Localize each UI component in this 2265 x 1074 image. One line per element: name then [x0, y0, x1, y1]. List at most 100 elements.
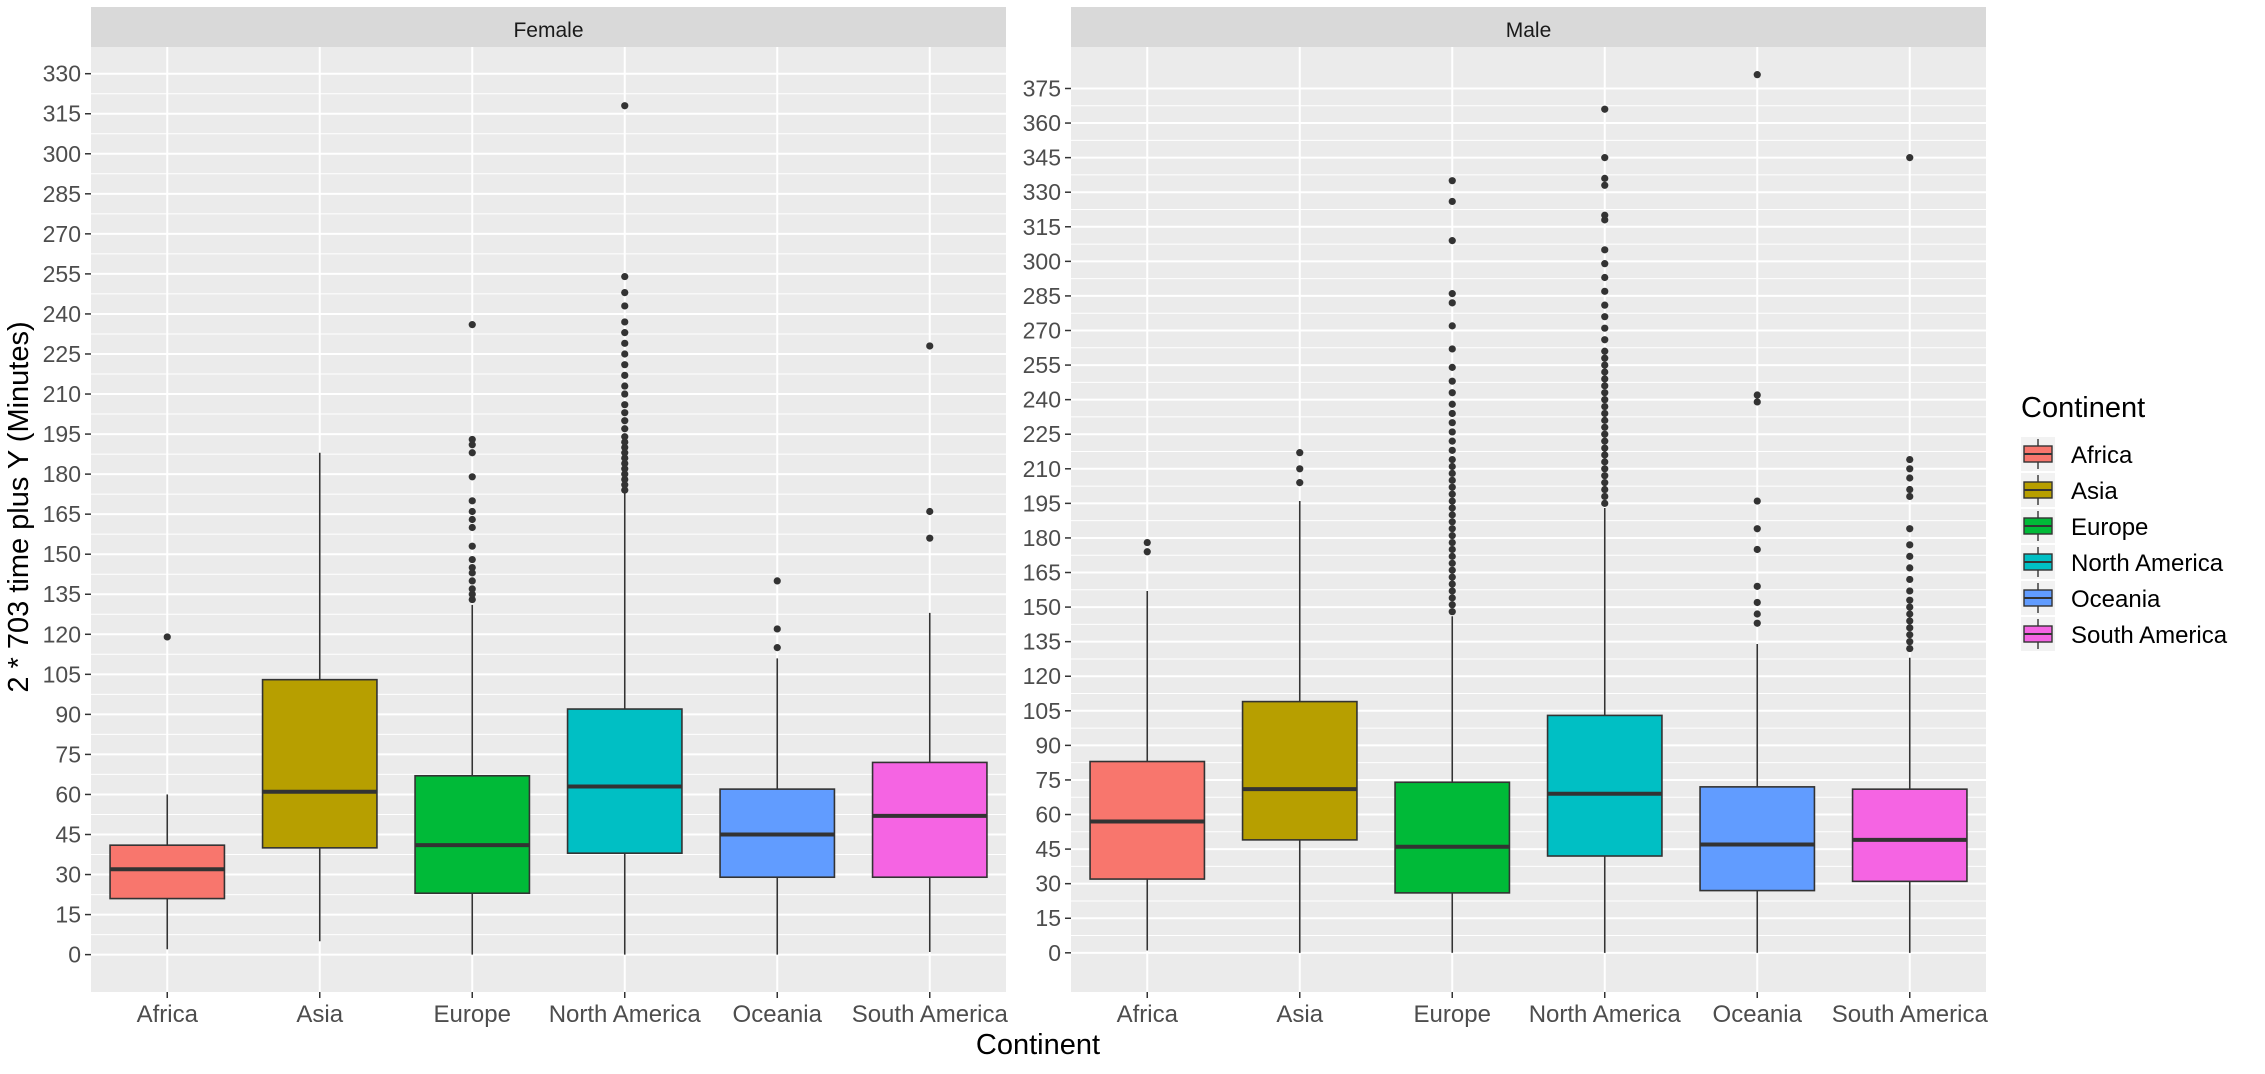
- outlier-point: [468, 449, 476, 457]
- outlier-point: [1906, 575, 1914, 584]
- outlier-point: [1753, 610, 1761, 618]
- outlier-point: [1448, 469, 1456, 478]
- y-tick-label: 240: [43, 301, 81, 327]
- y-tick-label: 165: [1023, 560, 1061, 586]
- x-tick-label: Asia: [296, 1001, 343, 1028]
- y-tick-label: 225: [43, 341, 81, 367]
- legend: Continent Africa Asia Europe North America O…: [2021, 392, 2228, 651]
- y-tick-label: 255: [1023, 352, 1061, 378]
- y-tick-label: 315: [1023, 214, 1061, 240]
- outlier-point: [621, 350, 629, 358]
- outlier-point: [1906, 638, 1914, 646]
- outlier-point: [1448, 345, 1456, 353]
- outlier-point: [773, 577, 781, 585]
- y-tick-label: 270: [43, 221, 81, 247]
- outlier-point: [1448, 446, 1456, 454]
- outlier-point: [1906, 474, 1914, 482]
- outlier-point: [1296, 449, 1304, 457]
- outlier-point: [1143, 538, 1151, 547]
- facet-strip-label: Female: [513, 19, 583, 42]
- x-tick-label: South America: [852, 1001, 1009, 1028]
- y-tick-label: 300: [1023, 248, 1061, 274]
- outlier-point: [1601, 354, 1609, 362]
- outlier-point: [1601, 347, 1609, 355]
- box-iqr: [1241, 700, 1358, 841]
- y-tick-label: 15: [55, 902, 81, 928]
- outlier-point: [163, 633, 171, 641]
- legend-entry: Oceania: [2021, 581, 2161, 615]
- y-tick-label: 135: [1023, 629, 1061, 655]
- y-tick-label: 0: [68, 942, 81, 968]
- outlier-point: [468, 577, 476, 585]
- outlier-point: [621, 417, 629, 425]
- outlier-point: [468, 441, 476, 449]
- outlier-point: [1906, 644, 1914, 653]
- outlier-point: [621, 382, 629, 390]
- y-tick-label: 150: [43, 541, 81, 567]
- outlier-point: [1448, 389, 1456, 397]
- outlier-point: [468, 590, 476, 598]
- x-axis-title: Continent: [976, 1029, 1100, 1061]
- y-axis-title: 2 * 703 time plus Y (Minutes): [3, 321, 35, 692]
- box-asia: [1241, 449, 1358, 953]
- outlier-point: [1906, 465, 1914, 473]
- outlier-point: [621, 465, 629, 473]
- outlier-point: [1448, 573, 1456, 581]
- x-tick-label: Oceania: [733, 1001, 823, 1028]
- legend-entry: South America: [2021, 617, 2228, 651]
- y-tick-label: 270: [1023, 318, 1061, 344]
- y-tick-label: 75: [1035, 767, 1061, 793]
- outlier-point: [1448, 476, 1456, 484]
- panel-background: [91, 47, 1006, 992]
- outlier-point: [1601, 396, 1609, 404]
- outlier-point: [621, 390, 629, 398]
- y-tick-label: 150: [1023, 594, 1061, 620]
- y-tick-label: 60: [55, 781, 81, 807]
- outlier-point: [1448, 197, 1456, 206]
- facet-strip: [1071, 7, 1986, 47]
- outlier-point: [1448, 538, 1456, 547]
- x-tick-label: Asia: [1276, 1001, 1323, 1028]
- x-tick-label: Africa: [137, 1001, 199, 1028]
- y-tick-label: 30: [1035, 871, 1061, 897]
- outlier-point: [621, 302, 629, 310]
- outlier-point: [1448, 428, 1456, 436]
- outlier-point: [621, 361, 629, 369]
- legend-label: Europe: [2071, 514, 2148, 541]
- y-tick-label: 375: [1023, 75, 1061, 101]
- outlier-point: [1601, 287, 1609, 295]
- outlier-point: [468, 507, 476, 516]
- outlier-point: [1296, 479, 1304, 487]
- outlier-point: [1601, 273, 1609, 282]
- outlier-point: [1448, 419, 1456, 427]
- outlier-point: [621, 371, 629, 379]
- outlier-point: [1448, 559, 1456, 567]
- outlier-point: [1601, 361, 1609, 369]
- box-iqr: [1699, 786, 1816, 892]
- y-tick-label: 45: [1035, 836, 1061, 862]
- box-europe: [414, 321, 531, 955]
- y-tick-label: 210: [43, 381, 81, 407]
- outlier-point: [621, 272, 629, 281]
- outlier-point: [621, 102, 629, 110]
- outlier-point: [468, 563, 476, 572]
- outlier-point: [468, 523, 476, 532]
- outlier-point: [1601, 336, 1609, 344]
- outlier-point: [1906, 596, 1914, 604]
- x-tick-label: South America: [1832, 1001, 1989, 1028]
- legend-entry: North America: [2021, 545, 2224, 579]
- outlier-point: [1906, 485, 1914, 494]
- x-tick-label: Africa: [1117, 1001, 1179, 1028]
- y-tick-label: 180: [1023, 525, 1061, 551]
- outlier-point: [1601, 389, 1609, 397]
- outlier-point: [1296, 465, 1304, 473]
- box-north-america: [1546, 105, 1663, 953]
- y-tick-label: 90: [55, 701, 81, 727]
- y-tick-label: 75: [55, 741, 81, 767]
- outlier-point: [1601, 430, 1609, 438]
- outlier-point: [1753, 619, 1761, 627]
- outlier-point: [1448, 455, 1456, 464]
- outlier-point: [1906, 624, 1914, 632]
- outlier-point: [1448, 363, 1456, 371]
- outlier-point: [621, 470, 629, 478]
